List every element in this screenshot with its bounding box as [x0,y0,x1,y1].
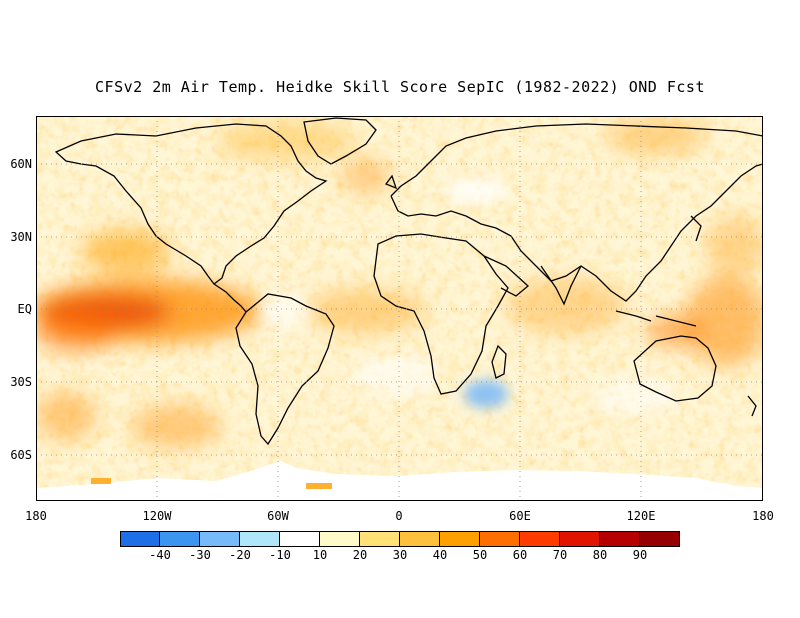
colorbar-tick-label: -40 [149,548,171,562]
colorbar-swatch [400,531,440,547]
map-svg [31,116,766,501]
lon-label-120w: 120W [142,509,172,523]
coastlines [54,117,764,446]
colorbar-swatch [120,531,160,547]
colorbar-swatch [160,531,200,547]
map-title: CFSv2 2m Air Temp. Heidke Skill Score Se… [95,78,705,96]
colorbar-swatch [520,531,560,547]
map-frame [36,116,763,501]
lat-label-60s: 60S [10,448,32,462]
lon-label-180w: 180 [25,509,47,523]
colorbar [120,531,680,547]
grid-lines [36,116,763,501]
colorbar-swatch [480,531,520,547]
colorbar-tick-label: 90 [632,548,648,562]
colorbar-swatch [640,531,680,547]
antarctica [36,461,763,501]
colorbar-tick-label: 10 [312,548,328,562]
colorbar-swatch [360,531,400,547]
colorbar-tick-label: 60 [512,548,528,562]
lon-label-0: 0 [395,509,403,523]
lat-label-60n: 60N [10,157,32,171]
lon-label-60w: 60W [267,509,289,523]
colorbar-swatch [440,531,480,547]
colorbar-tick-label: 80 [592,548,608,562]
colorbar-tick-label: -20 [229,548,251,562]
colorbar-swatch [320,531,360,547]
colorbar-tick-label: 50 [472,548,488,562]
colorbar-tick-label: 70 [552,548,568,562]
lat-label-30n: 30N [10,230,32,244]
lat-label-30s: 30S [10,375,32,389]
colorbar-tick-label: 40 [432,548,448,562]
colorbar-swatch [240,531,280,547]
colorbar-tick-label: -30 [189,548,211,562]
skill-regions [31,118,766,448]
colorbar-swatch [600,531,640,547]
colorbar-swatch [280,531,320,547]
lon-label-180e: 180 [752,509,774,523]
lat-label-eq: EQ [17,302,32,316]
colorbar-tick-label: 20 [352,548,368,562]
skill-map [31,116,766,501]
colorbar-swatch [200,531,240,547]
lon-label-120e: 120E [626,509,656,523]
lon-label-60e: 60E [509,509,531,523]
colorbar-tick-label: -10 [269,548,291,562]
colorbar-swatch [560,531,600,547]
colorbar-tick-label: 30 [392,548,408,562]
